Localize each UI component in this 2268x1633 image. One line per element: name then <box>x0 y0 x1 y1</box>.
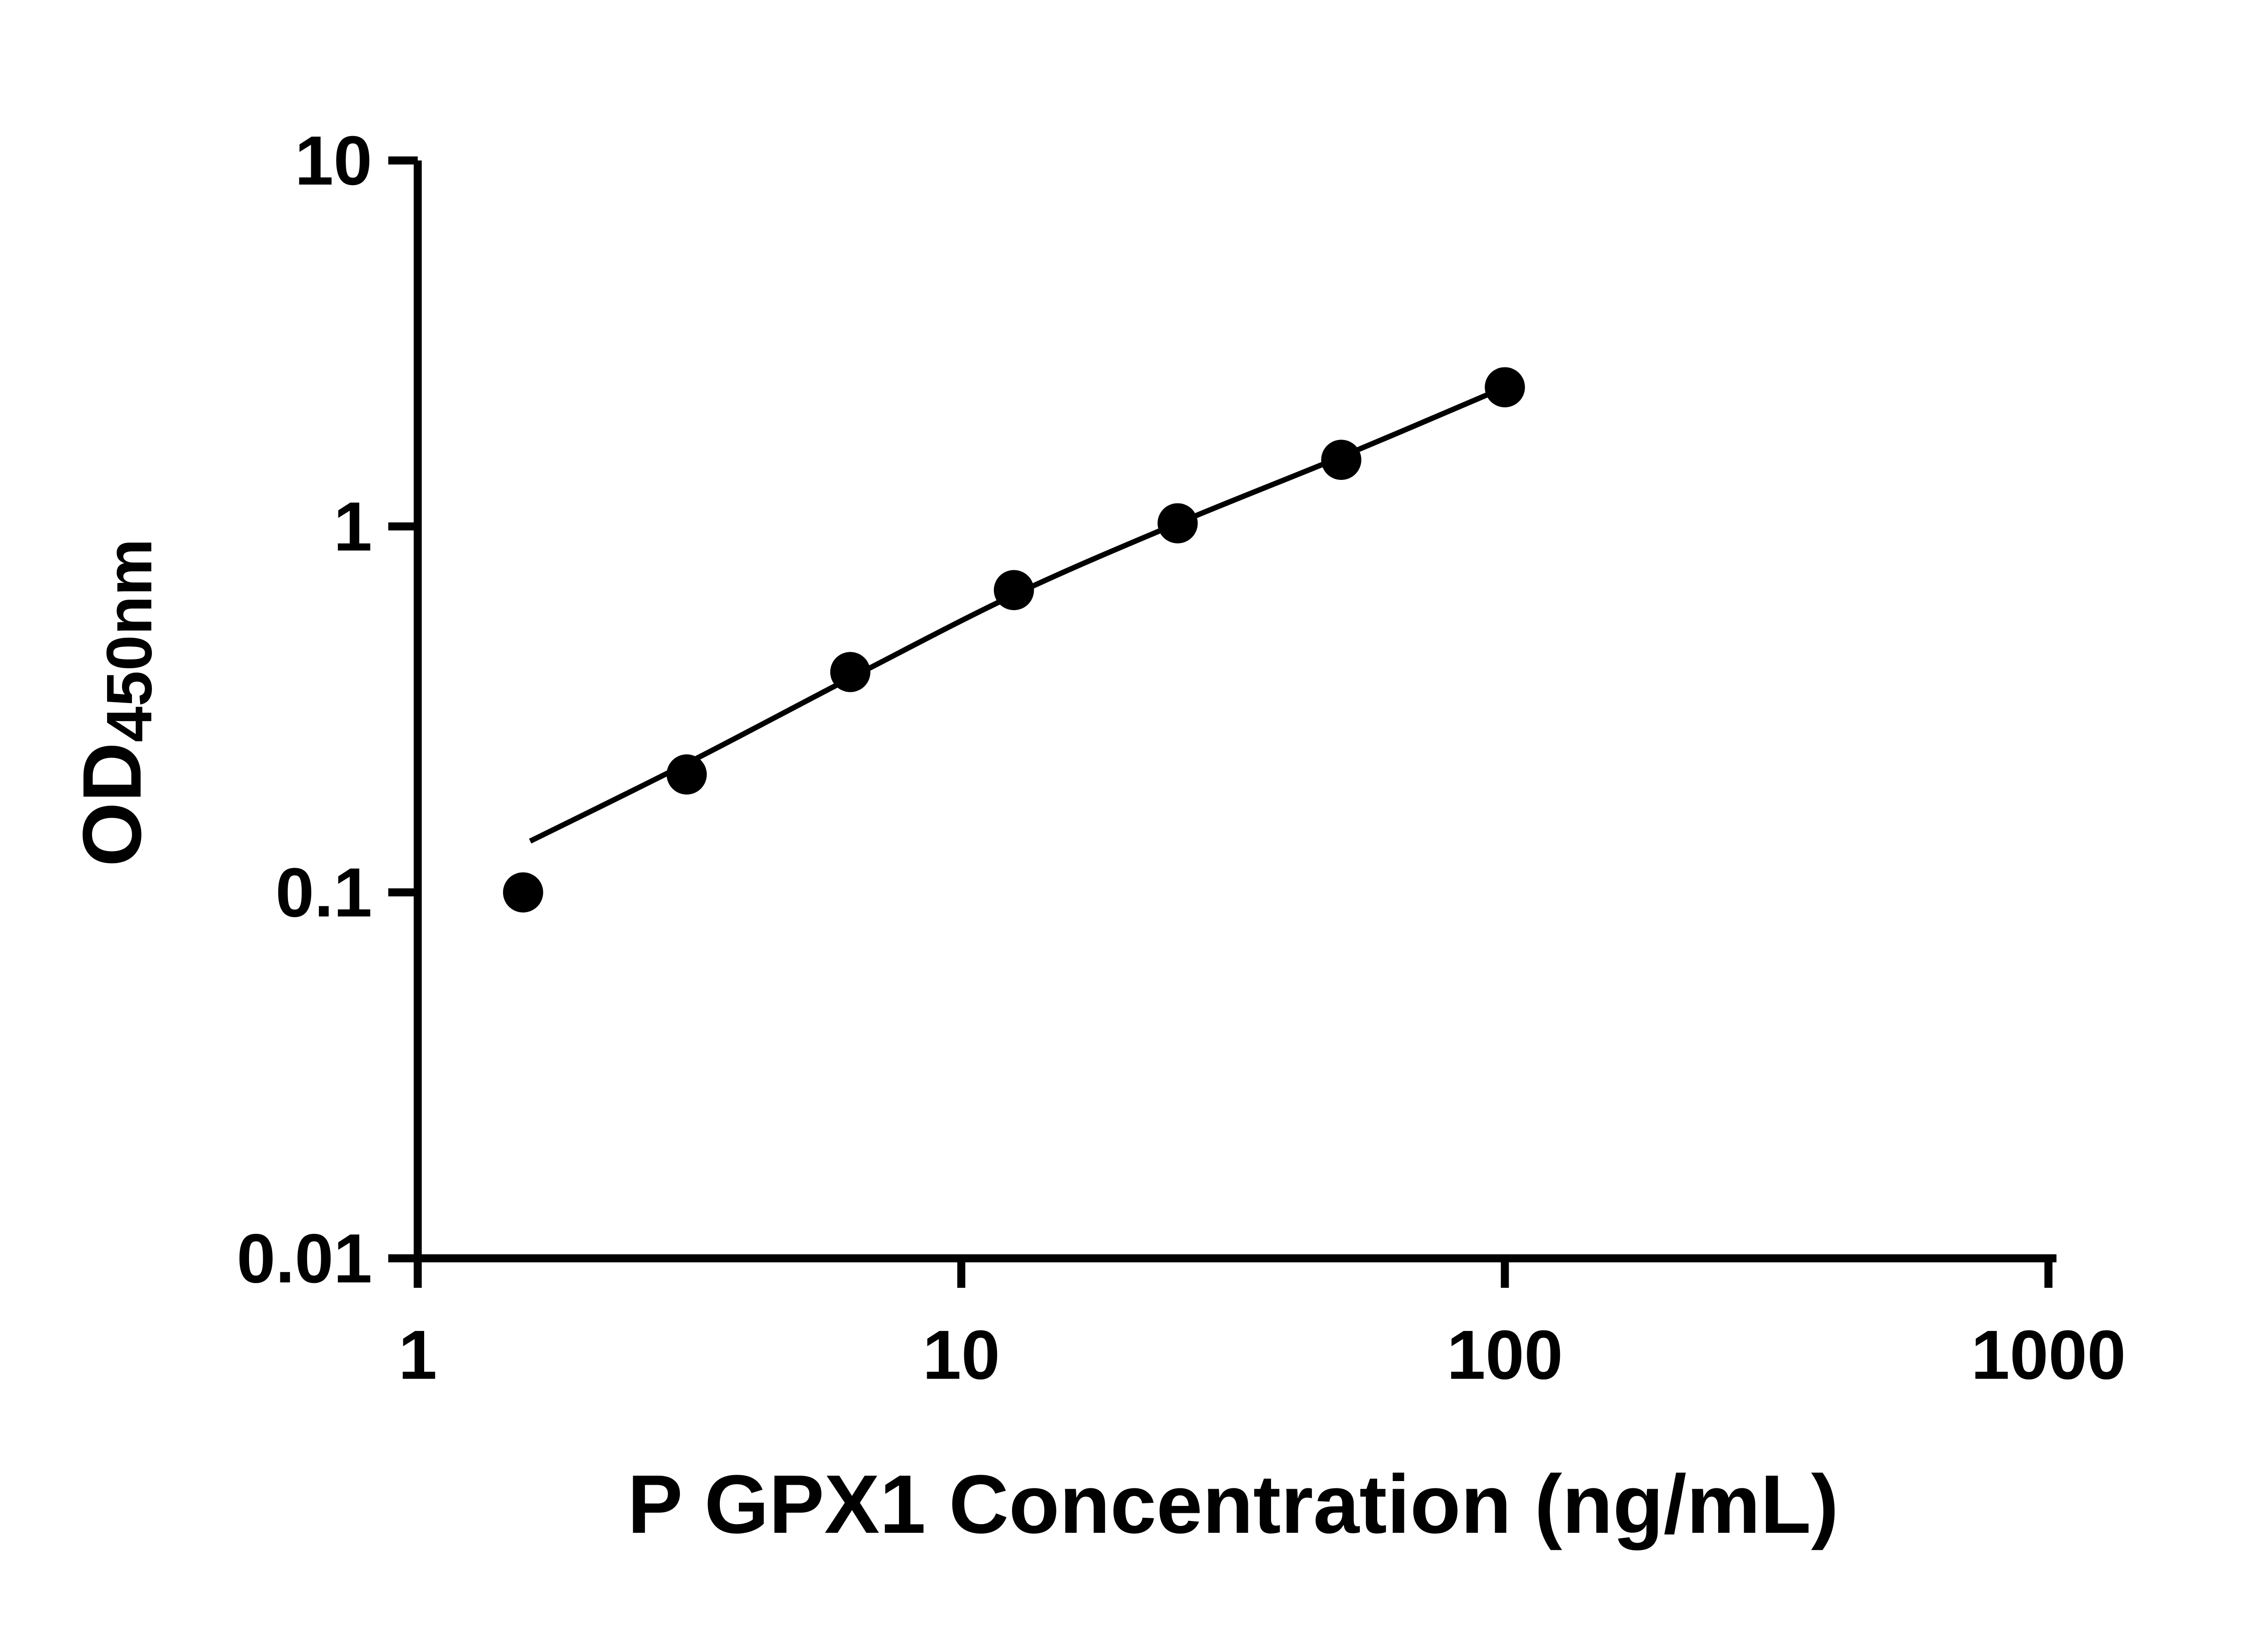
x-tick-label: 1 <box>398 1316 437 1394</box>
data-point <box>666 754 707 795</box>
data-point <box>1157 503 1198 543</box>
y-tick-label: 10 <box>295 122 372 200</box>
x-tick-label: 100 <box>1447 1316 1563 1394</box>
y-axis-title-sub: 450nm <box>94 538 166 742</box>
y-axis-title-main: OD <box>65 742 158 866</box>
y-tick-label: 0.01 <box>237 1219 372 1297</box>
data-point <box>993 570 1034 611</box>
y-axis-title: OD450nm <box>65 538 166 866</box>
axis-spine <box>414 160 2057 1262</box>
data-point <box>1321 440 1362 480</box>
y-tick-label: 1 <box>333 488 372 566</box>
data-point <box>503 872 543 913</box>
x-tick-label: 10 <box>923 1316 1000 1394</box>
x-tick-label: 1000 <box>1971 1316 2126 1394</box>
plot-area: 1 10 100 1000 0.01 0.1 1 10 <box>237 122 2126 1394</box>
x-axis-title: P GPX1 Concentration (ng/mL) <box>627 1457 1838 1550</box>
data-point <box>1485 367 1525 407</box>
data-point <box>830 652 870 692</box>
y-tick-label: 0.1 <box>275 853 372 931</box>
